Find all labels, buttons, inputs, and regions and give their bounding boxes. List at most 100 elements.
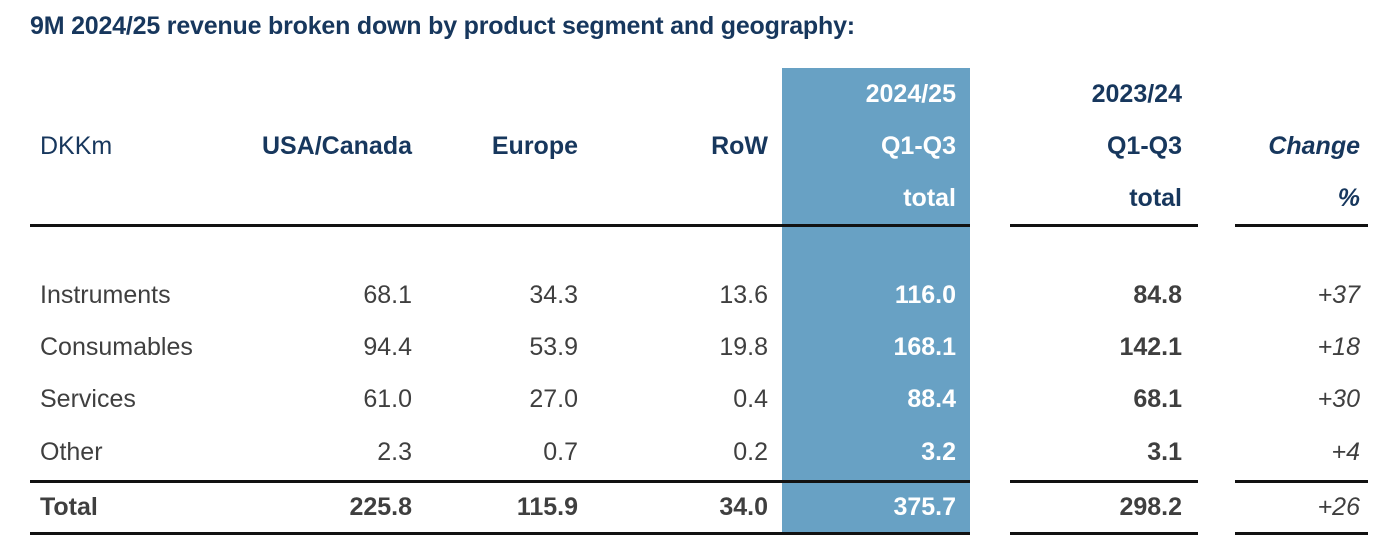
spacer-row: [30, 225, 1368, 270]
header-row-cell: RoW: [578, 68, 768, 227]
gap-cell: [1198, 482, 1235, 534]
header-change-cell: Change %: [1235, 68, 1368, 227]
europe-value: 34.3: [529, 281, 578, 309]
spacer-cell: [1235, 226, 1368, 270]
gap-cell: [1198, 426, 1235, 482]
header-change-percent: %: [1337, 184, 1360, 212]
header-blank: [250, 68, 412, 120]
header-prior-quarters: Q1-Q3: [1106, 132, 1182, 160]
europe-value: 0.7: [543, 438, 578, 467]
spacer-cell: [30, 226, 250, 270]
current-total-value: 116.0: [782, 269, 970, 322]
header-change-label: Change: [1268, 132, 1360, 160]
header-blank: [1235, 68, 1360, 120]
current-total-value: 168.1: [782, 321, 970, 374]
header-gap: [768, 68, 782, 227]
prior-total-value: 68.1: [1133, 385, 1182, 413]
total-current-value: 375.7: [782, 480, 970, 535]
usa-canada-value: 2.3: [377, 438, 412, 467]
header-row-label: RoW: [711, 132, 768, 160]
header-usa-canada-cell: USA/Canada: [250, 68, 412, 227]
header-current-quarters: Q1-Q3: [880, 132, 956, 160]
header-prior-period-cell: 2023/24 Q1-Q3 total: [1010, 68, 1198, 227]
spacer-cell: [768, 226, 782, 270]
table-header-row: DKKm USA/Canada Europe RoW 2024/25: [30, 68, 1368, 227]
gap-cell: [768, 480, 782, 535]
total-europe-value: 115.9: [412, 480, 578, 535]
current-total-value: 3.2: [782, 425, 970, 482]
gap-cell: [768, 322, 782, 374]
header-blank: [40, 172, 250, 224]
gap-cell: [1198, 322, 1235, 374]
header-blank: [578, 172, 768, 224]
spacer-cell: [1010, 226, 1198, 270]
prior-total-value: 3.1: [1147, 438, 1182, 467]
header-gap: [970, 68, 1010, 226]
header-blank: [250, 172, 412, 224]
header-blank: [40, 68, 250, 120]
prior-total-value: 142.1: [1119, 333, 1182, 361]
total-label: Total: [30, 480, 250, 535]
row-value: 0.4: [733, 385, 768, 413]
table-row-instruments: Instruments 68.1 34.3 13.6 116.0 84.8 +3…: [30, 269, 1368, 322]
header-current-period-cell: 2024/25 Q1-Q3 total: [782, 68, 970, 227]
total-change-value: +26: [1235, 480, 1368, 535]
gap-cell: [970, 270, 1010, 322]
change-value: +30: [1317, 385, 1360, 413]
change-value: +18: [1317, 333, 1360, 361]
europe-value: 27.0: [529, 385, 578, 413]
header-current-year: 2024/25: [865, 80, 956, 108]
header-europe-cell: Europe: [412, 68, 578, 227]
header-blank: [412, 172, 578, 224]
header-europe-label: Europe: [491, 132, 578, 160]
header-usa-canada-label: USA/Canada: [261, 132, 412, 160]
row-value: 13.6: [719, 281, 768, 309]
row-label: Instruments: [40, 281, 171, 309]
gap-cell: [970, 374, 1010, 426]
gap-cell: [1198, 270, 1235, 322]
revenue-table: DKKm USA/Canada Europe RoW 2024/25: [30, 68, 1368, 535]
spacer-cell: [970, 226, 1010, 270]
usa-canada-value: 68.1: [363, 281, 412, 309]
table-row-services: Services 61.0 27.0 0.4 88.4 68.1 +30: [30, 373, 1368, 426]
header-gap: [1198, 68, 1235, 226]
row-label: Other: [40, 438, 103, 467]
header-prior-year: 2023/24: [1091, 80, 1182, 108]
header-blank: [412, 68, 578, 120]
change-value: +4: [1331, 438, 1360, 467]
prior-total-value: 84.8: [1133, 281, 1182, 309]
gap-cell: [970, 482, 1010, 534]
table-row-consumables: Consumables 94.4 53.9 19.8 168.1 142.1 +…: [30, 321, 1368, 374]
header-prior-total-label: total: [1129, 184, 1182, 212]
total-prior-value: 298.2: [1010, 480, 1198, 535]
usa-canada-value: 61.0: [363, 385, 412, 413]
total-usa-canada-value: 225.8: [250, 480, 412, 535]
row-label: Services: [40, 385, 136, 413]
current-total-value: 88.4: [782, 373, 970, 426]
spacer-cell: [578, 226, 768, 270]
gap-cell: [768, 270, 782, 322]
header-unit-cell: DKKm: [30, 68, 250, 227]
spacer-cell: [412, 226, 578, 270]
table-row-other: Other 2.3 0.7 0.2 3.2 3.1 +4: [30, 425, 1368, 482]
page-title: 9M 2024/25 revenue broken down by produc…: [30, 12, 855, 40]
gap-cell: [970, 426, 1010, 482]
usa-canada-value: 94.4: [363, 333, 412, 361]
table-row-total: Total 225.8 115.9 34.0 375.7 298.2 +26: [30, 480, 1368, 535]
gap-cell: [768, 426, 782, 482]
header-unit-label: DKKm: [40, 132, 113, 160]
change-value: +37: [1317, 281, 1360, 309]
header-current-total-label: total: [903, 184, 956, 212]
gap-cell: [1198, 374, 1235, 426]
row-label: Consumables: [40, 333, 193, 361]
header-blank: [578, 68, 768, 120]
europe-value: 53.9: [529, 333, 578, 361]
spacer-cell-highlight: [782, 225, 970, 270]
total-row-value: 34.0: [578, 480, 768, 535]
gap-cell: [768, 374, 782, 426]
row-value: 0.2: [733, 438, 768, 467]
gap-cell: [970, 322, 1010, 374]
row-value: 19.8: [719, 333, 768, 361]
spacer-cell: [1198, 226, 1235, 270]
